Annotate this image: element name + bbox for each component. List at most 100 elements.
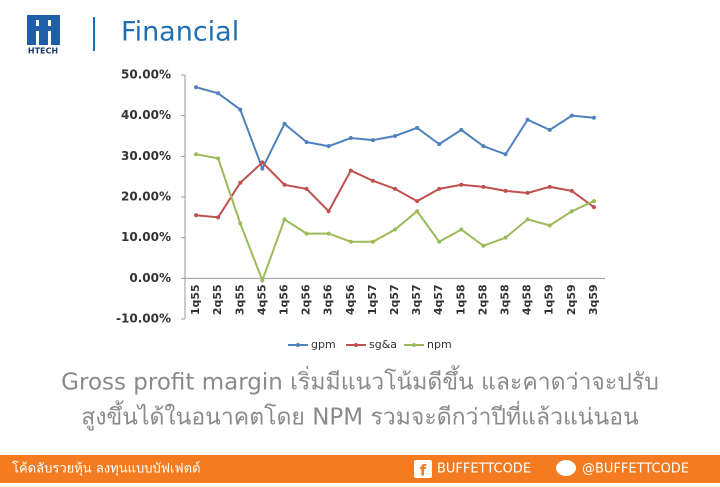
footer-slogan: โค้ดลับรวยหุ้น ลงทุนแบบบัฟเฟตต์ <box>12 461 200 477</box>
point <box>503 188 508 193</box>
footer-facebook: BUFFETTCODE <box>437 462 531 477</box>
x-tick-label: 3q58 <box>499 284 512 315</box>
point <box>326 209 331 214</box>
point <box>547 127 552 132</box>
point <box>591 115 596 120</box>
logo-text: HTECH <box>28 47 58 56</box>
x-tick-label: 4q56 <box>344 284 357 315</box>
point <box>569 113 574 118</box>
point <box>348 136 353 141</box>
point <box>415 125 420 130</box>
point <box>591 205 596 210</box>
point <box>393 227 397 232</box>
legend-label: npm <box>427 338 452 351</box>
point <box>437 239 442 244</box>
point <box>415 209 420 214</box>
x-tick-label: 2q59 <box>565 284 578 315</box>
x-tick-label: 2q55 <box>211 284 224 315</box>
facebook-icon <box>414 460 432 478</box>
point <box>304 140 309 145</box>
caption-line: Gross profit margin เริ่มมีแนวโน้มดีขึ้น… <box>61 366 659 396</box>
x-tick-label: 1q57 <box>366 284 379 315</box>
footer-line: @BUFFETTCODE <box>582 462 689 477</box>
x-tick-label: 2q56 <box>300 284 313 315</box>
point <box>415 199 420 204</box>
point <box>238 107 243 112</box>
point <box>503 235 508 240</box>
y-tick-label: 40.00% <box>121 108 171 122</box>
x-tick-label: 4q58 <box>521 284 534 315</box>
point <box>216 215 221 220</box>
point <box>459 182 464 187</box>
legend-marker <box>412 343 416 347</box>
point <box>348 239 353 244</box>
caption-line: สูงขึ้นได้ในอนาคตโดย NPM รวมจะดีกว่าปีที… <box>81 401 639 431</box>
point <box>260 160 265 165</box>
point <box>348 168 353 173</box>
point <box>525 190 530 195</box>
point <box>216 156 221 161</box>
legend-marker <box>354 343 358 347</box>
y-tick-label: 20.00% <box>121 190 171 204</box>
line-icon <box>556 460 576 476</box>
point <box>393 134 397 138</box>
header-title: Financial <box>121 17 239 48</box>
x-tick-label: 1q56 <box>277 284 290 315</box>
x-tick-label: 3q59 <box>587 284 600 315</box>
point <box>569 209 574 214</box>
legend-label: sg&a <box>369 338 397 351</box>
point <box>194 85 199 90</box>
point <box>481 184 486 189</box>
facebook-glyph: f <box>420 462 427 480</box>
logo <box>27 15 60 45</box>
point <box>304 186 309 191</box>
point <box>282 182 287 187</box>
point <box>547 184 552 189</box>
point <box>260 166 265 171</box>
x-tick-label: 1q59 <box>543 284 556 315</box>
point <box>459 127 464 132</box>
footer-bar <box>0 455 720 483</box>
point <box>481 144 486 149</box>
point <box>282 217 287 222</box>
x-tick-label: 4q55 <box>255 284 268 315</box>
point <box>437 186 442 191</box>
y-tick-label: 30.00% <box>121 149 171 163</box>
x-tick-label: 1q55 <box>189 284 202 315</box>
y-tick-label: 10.00% <box>121 230 171 244</box>
point <box>282 121 287 126</box>
x-tick-label: 2q57 <box>388 284 401 315</box>
x-tick-label: 3q56 <box>322 284 335 315</box>
y-tick-label: -10.00% <box>116 312 171 326</box>
point <box>525 217 530 222</box>
series-line <box>195 153 595 284</box>
point <box>481 243 486 248</box>
y-tick-label: 0.00% <box>129 271 171 285</box>
point <box>459 227 464 232</box>
series-line <box>195 86 595 172</box>
point <box>238 221 243 226</box>
legend-label: gpm <box>311 338 336 351</box>
separator <box>93 17 95 51</box>
point <box>503 152 508 157</box>
point <box>326 144 331 149</box>
point <box>370 178 375 183</box>
point <box>194 152 199 157</box>
point <box>194 213 199 218</box>
y-tick-label: 50.00% <box>121 68 171 82</box>
point <box>326 231 331 236</box>
point <box>238 180 243 185</box>
legend-marker <box>296 343 300 347</box>
point <box>393 186 397 191</box>
point <box>370 138 375 143</box>
point <box>591 199 596 204</box>
x-tick-label: 3q55 <box>233 284 246 315</box>
point <box>304 231 309 236</box>
point <box>260 278 265 283</box>
x-tick-label: 1q58 <box>454 284 467 315</box>
x-tick-label: 2q58 <box>476 284 489 315</box>
point <box>569 188 574 193</box>
point <box>547 223 552 228</box>
